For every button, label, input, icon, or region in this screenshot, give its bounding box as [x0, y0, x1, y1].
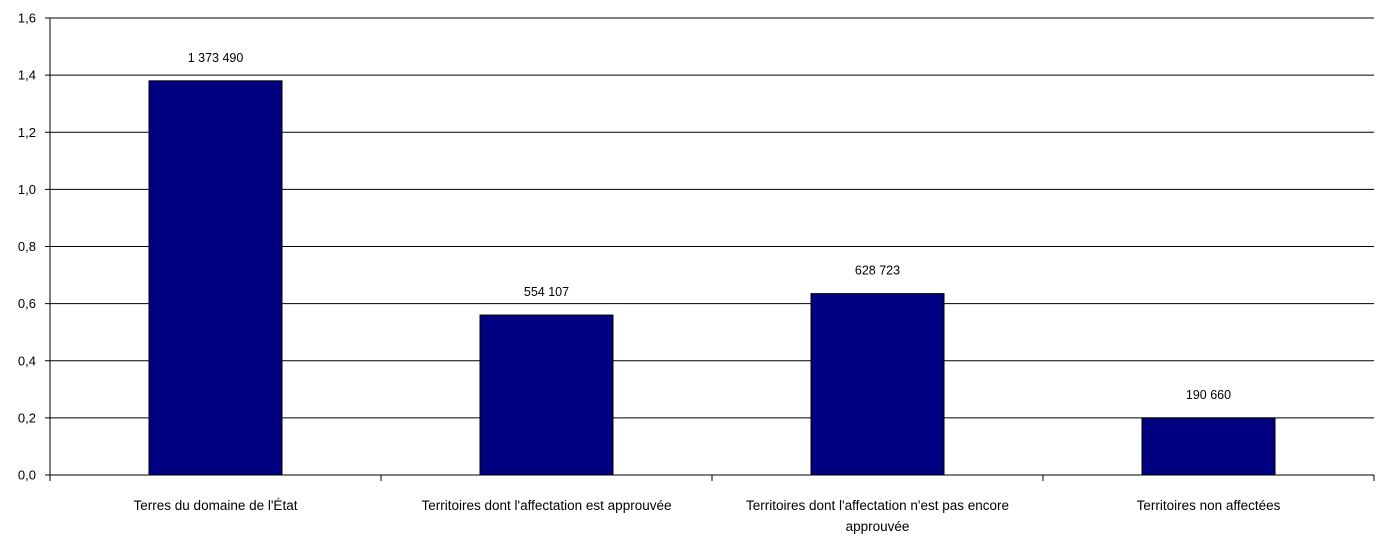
category-label: approuvée: [846, 519, 910, 534]
y-tick-label: 0,2: [18, 410, 36, 425]
y-tick-label: 0,4: [18, 353, 36, 368]
y-tick-label: 0,0: [18, 468, 36, 483]
category-labels: Terres du domaine de l'État Territoires d…: [134, 498, 1281, 534]
data-label: 554 107: [524, 285, 569, 299]
category-label: Territoires dont l'affectation est appro…: [422, 498, 672, 513]
y-axis-ticks: 0,0 0,2 0,4 0,6 0,8 1,0 1,2 1,4 1,6: [18, 11, 50, 483]
bar: [479, 314, 614, 476]
y-tick-label: 1,6: [18, 11, 36, 26]
y-tick-label: 1,0: [18, 182, 36, 197]
category-label: Territoires dont l'affectation n'est pas…: [746, 498, 1009, 513]
y-tick-label: 1,2: [18, 125, 36, 140]
bars: [148, 80, 1276, 476]
bar: [810, 293, 945, 476]
y-tick-label: 0,6: [18, 296, 36, 311]
data-label: 1 373 490: [188, 51, 244, 65]
data-label: 628 723: [855, 264, 900, 278]
bar: [148, 80, 283, 476]
data-labels: 1 373 490 554 107 628 723 190 660: [188, 51, 1231, 402]
y-tick-label: 0,8: [18, 239, 36, 254]
bar: [1141, 417, 1276, 476]
y-tick-label: 1,4: [18, 68, 36, 83]
data-label: 190 660: [1186, 388, 1231, 402]
category-label: Terres du domaine de l'État: [134, 498, 298, 513]
category-label: Territoires non affectées: [1137, 498, 1281, 513]
x-axis: [49, 18, 1375, 481]
